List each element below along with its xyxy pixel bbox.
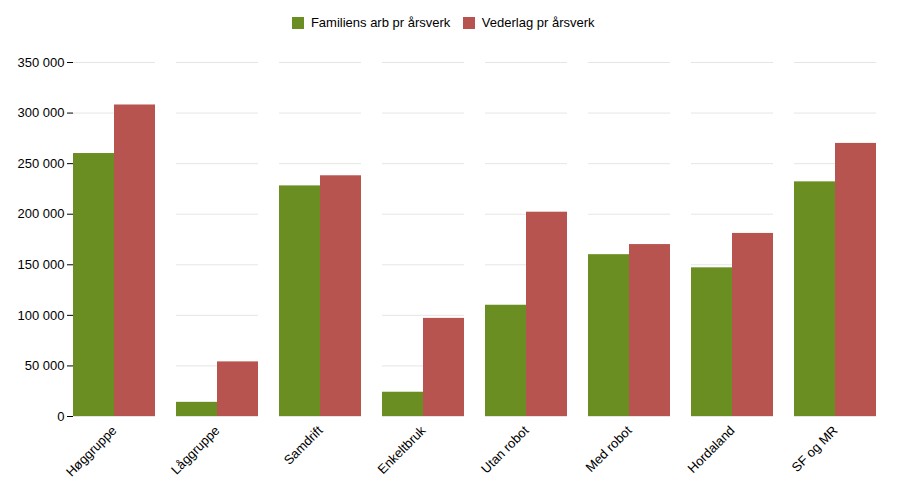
svg-text:Med robot: Med robot xyxy=(583,422,635,474)
svg-text:300 000: 300 000 xyxy=(18,105,65,120)
svg-text:250 000: 250 000 xyxy=(18,155,65,170)
html-text:Vederlag pr årsverk: Vederlag pr årsverk xyxy=(481,15,595,30)
svg-text:0: 0 xyxy=(57,408,64,423)
svg-text:200 000: 200 000 xyxy=(18,206,65,221)
svg-text:Låggruppe: Låggruppe xyxy=(168,422,223,477)
svg-text:100 000: 100 000 xyxy=(18,307,65,322)
svg-text:Samdrift: Samdrift xyxy=(281,422,326,467)
svg-text:SF og MR: SF og MR xyxy=(789,422,841,474)
svg-text:Høggruppe: Høggruppe xyxy=(63,422,120,479)
svg-text:Hordaland: Hordaland xyxy=(685,422,738,475)
html-text:Familiens arb pr årsverk: Familiens arb pr årsverk xyxy=(310,15,451,30)
svg-text:Utan robot: Utan robot xyxy=(478,422,532,476)
svg-text:150 000: 150 000 xyxy=(18,256,65,271)
svg-text:350 000: 350 000 xyxy=(18,54,65,69)
svg-text:50 000: 50 000 xyxy=(25,358,65,373)
svg-text:Enkeltbruk: Enkeltbruk xyxy=(375,422,429,476)
